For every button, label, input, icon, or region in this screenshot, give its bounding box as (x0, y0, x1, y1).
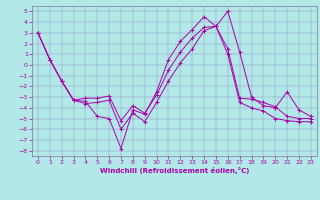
X-axis label: Windchill (Refroidissement éolien,°C): Windchill (Refroidissement éolien,°C) (100, 167, 249, 174)
